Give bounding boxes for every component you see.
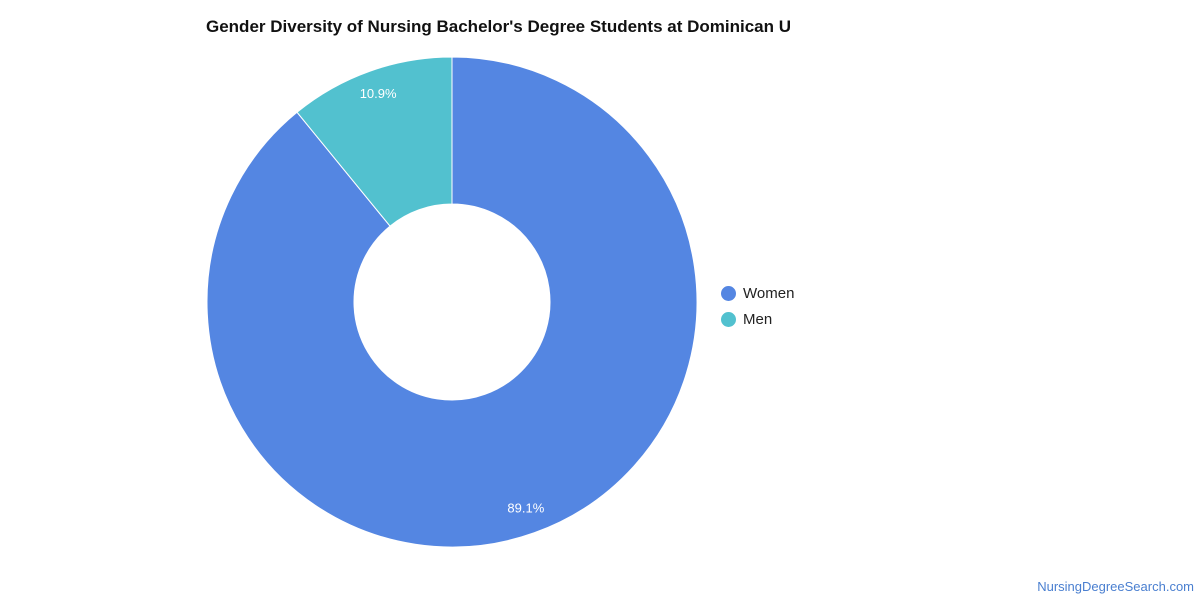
chart-legend: Women Men	[721, 280, 794, 332]
legend-label-women: Women	[743, 284, 795, 302]
legend-item-men[interactable]: Men	[721, 306, 794, 332]
slice-men[interactable]	[296, 56, 453, 227]
legend-swatch-men	[721, 311, 736, 327]
site-watermark-link[interactable]: NursingDegreeSearch.com	[1037, 579, 1194, 594]
donut-slices	[206, 56, 698, 548]
legend-swatch-women	[721, 285, 736, 301]
slice-women[interactable]	[206, 56, 698, 548]
donut-data-labels: 89.1% 10.9%	[360, 86, 545, 515]
legend-item-women[interactable]: Women	[721, 280, 794, 306]
data-label-men: 10.9%	[360, 86, 397, 101]
legend-label-men: Men	[743, 310, 773, 328]
chart-title: Gender Diversity of Nursing Bachelor's D…	[206, 17, 792, 36]
data-label-women: 89.1%	[507, 501, 544, 516]
